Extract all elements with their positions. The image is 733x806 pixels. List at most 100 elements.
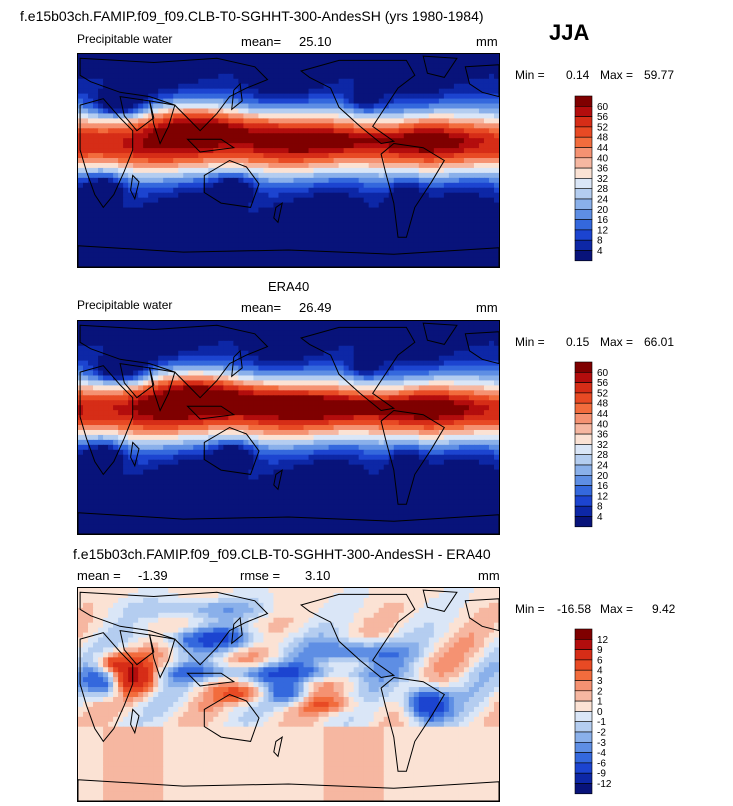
- field-cell: [393, 242, 400, 248]
- field-cell: [268, 375, 275, 382]
- field-cell: [468, 262, 475, 267]
- field-cell: [368, 257, 375, 263]
- field-cell: [338, 212, 345, 219]
- field-cell: [168, 232, 174, 238]
- field-cell: [188, 375, 194, 382]
- field-cell: [303, 217, 310, 224]
- field-cell: [208, 153, 214, 159]
- field-cell: [483, 321, 490, 327]
- field-cell: [173, 172, 179, 179]
- field-cell: [203, 93, 209, 100]
- field-cell: [138, 148, 144, 154]
- field-cell: [308, 73, 315, 80]
- field-cell: [453, 321, 460, 327]
- field-cell: [428, 217, 435, 224]
- field-cell: [93, 113, 99, 119]
- field-cell: [403, 63, 410, 70]
- field-cell: [153, 153, 159, 159]
- field-cell: [78, 108, 84, 115]
- field-cell: [163, 153, 169, 159]
- field-cell: [433, 365, 440, 372]
- field-cell: [413, 93, 420, 100]
- field-cell: [378, 207, 385, 214]
- field-cell: [378, 118, 385, 124]
- field-cell: [338, 345, 345, 352]
- field-cell: [118, 335, 124, 342]
- field-cell: [473, 118, 480, 124]
- field-cell: [413, 350, 420, 357]
- field-cell: [228, 370, 234, 377]
- field-cell: [363, 93, 370, 100]
- field-cell: [303, 390, 310, 396]
- field-cell: [113, 321, 119, 327]
- field-cell: [273, 262, 280, 267]
- field-cell: [138, 133, 144, 139]
- field-cell: [478, 63, 485, 70]
- field-cell: [138, 380, 144, 386]
- field-cell: [463, 380, 470, 386]
- field-cell: [158, 192, 164, 199]
- field-cell: [483, 128, 490, 134]
- field-cell: [183, 54, 189, 60]
- field-cell: [308, 93, 315, 100]
- field-cell: [403, 242, 410, 248]
- field-cell: [93, 202, 99, 209]
- field-cell: [178, 380, 184, 386]
- field-cell: [473, 162, 480, 169]
- field-cell: [403, 123, 410, 129]
- field-cell: [303, 58, 310, 65]
- field-cell: [223, 222, 229, 228]
- field-cell: [438, 88, 445, 95]
- field-cell: [148, 113, 154, 119]
- field-cell: [303, 227, 310, 233]
- field-cell: [298, 63, 305, 70]
- field-cell: [388, 167, 395, 174]
- field-cell: [108, 197, 114, 204]
- field-cell: [293, 380, 300, 386]
- field-cell: [483, 73, 490, 80]
- field-cell: [108, 330, 114, 337]
- field-cell: [333, 133, 340, 139]
- field-cell: [268, 237, 275, 243]
- field-cell: [183, 182, 189, 189]
- field-cell: [268, 385, 275, 391]
- field-cell: [488, 172, 495, 179]
- field-cell: [478, 98, 485, 105]
- field-cell: [118, 83, 124, 90]
- field-cell: [218, 192, 224, 199]
- field-cell: [378, 128, 385, 134]
- field-cell: [488, 143, 495, 149]
- field-cell: [398, 192, 405, 199]
- field-cell: [258, 380, 265, 386]
- field-cell: [398, 330, 405, 337]
- field-cell: [208, 335, 214, 342]
- field-cell: [83, 252, 89, 258]
- field-cell: [98, 365, 104, 372]
- field-cell: [468, 83, 475, 90]
- field-cell: [308, 177, 315, 184]
- field-cell: [363, 113, 370, 119]
- field-cell: [253, 143, 260, 149]
- field-cell: [398, 217, 405, 224]
- field-cell: [283, 88, 290, 95]
- field-cell: [383, 257, 390, 263]
- field-cell: [108, 83, 114, 90]
- field-cell: [313, 113, 320, 119]
- field-cell: [198, 227, 204, 233]
- field-cell: [83, 365, 89, 372]
- field-cell: [348, 162, 355, 169]
- field-cell: [438, 108, 445, 115]
- field-cell: [383, 212, 390, 219]
- field-cell: [373, 93, 380, 100]
- field-cell: [378, 63, 385, 70]
- field-cell: [268, 360, 275, 367]
- field-cell: [123, 202, 129, 209]
- field-cell: [353, 138, 360, 144]
- field-cell: [133, 78, 139, 85]
- field-cell: [423, 78, 430, 85]
- field-cell: [168, 365, 174, 372]
- field-cell: [378, 113, 385, 119]
- field-cell: [438, 350, 445, 357]
- field-cell: [293, 340, 300, 347]
- field-cell: [288, 340, 295, 347]
